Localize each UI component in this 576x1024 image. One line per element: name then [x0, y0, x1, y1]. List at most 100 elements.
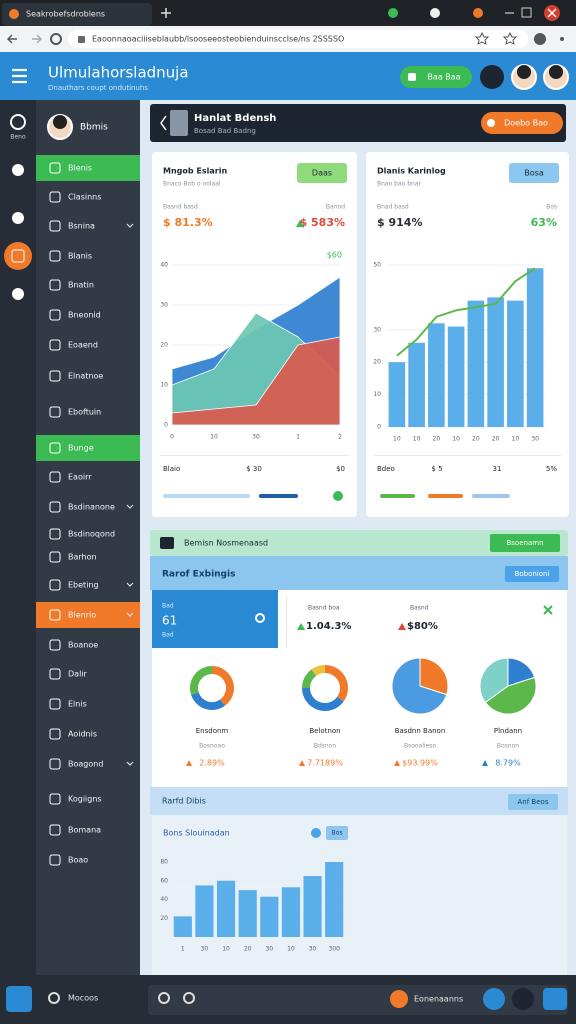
menu-icon — [49, 370, 61, 382]
bottom-icon[interactable] — [48, 992, 60, 1004]
bar — [260, 896, 279, 937]
band-button[interactable] — [505, 566, 559, 582]
bar — [216, 880, 236, 937]
header-icon[interactable] — [480, 65, 504, 89]
hamburger[interactable] — [12, 68, 27, 84]
header-button-icon — [408, 73, 416, 81]
menu-label: Aoidnis — [68, 730, 97, 739]
pie-slice — [391, 657, 448, 715]
donut-slice — [302, 669, 317, 689]
bottom-icon[interactable] — [158, 992, 170, 1004]
card-badge[interactable] — [509, 163, 559, 183]
browser-tab[interactable] — [2, 3, 152, 26]
card-subtitle: Bnaco Bob o oolaal — [163, 181, 221, 188]
header-button[interactable] — [400, 66, 472, 88]
bar — [428, 323, 445, 427]
profile[interactable] — [534, 33, 546, 45]
section-icon — [160, 537, 174, 549]
pie-caption: 7.7189% — [307, 759, 343, 768]
card-footer-text: $0 — [336, 465, 345, 473]
x-tick-label: 1 — [296, 434, 300, 441]
tab-icon-btn[interactable] — [473, 8, 483, 18]
y-tick-label: 10 — [160, 382, 168, 389]
kpi-arrow — [398, 623, 406, 630]
chart-card — [152, 815, 567, 975]
menu-item[interactable] — [36, 691, 140, 717]
menu-label: Blenrio — [68, 611, 96, 620]
progress — [380, 494, 415, 498]
rail-active[interactable] — [4, 242, 32, 270]
section-button[interactable] — [490, 534, 560, 552]
bottom-inner — [148, 985, 568, 1015]
menu-item[interactable] — [36, 661, 140, 687]
menu-label: Bsdinanone — [68, 503, 115, 512]
menu-icon — [49, 309, 61, 321]
menu-item-active[interactable] — [36, 435, 140, 461]
pie-arrow — [482, 760, 488, 766]
stat-value: 63% — [531, 216, 557, 229]
y-tick-label: 20 — [160, 915, 168, 922]
menu-label: Bsdinoqond — [68, 530, 115, 539]
section2-button[interactable] — [508, 794, 558, 810]
pie-slice — [419, 657, 449, 696]
menu-label: Elnis — [68, 700, 87, 709]
section2-title: Rarfd Dibis — [162, 797, 206, 806]
menu-label: Eboftuin — [68, 408, 101, 417]
x-tick-label: 30 — [252, 434, 260, 441]
bottom-icon-dark[interactable] — [512, 988, 534, 1010]
progress — [428, 494, 463, 498]
rail-icon[interactable] — [12, 164, 24, 176]
bottom-icon-blue[interactable] — [483, 988, 505, 1010]
tab-icon — [9, 9, 19, 19]
pie-caption: 8.79% — [495, 759, 521, 768]
x-tick-label: 0 — [170, 434, 174, 441]
y-tick-label: 80 — [160, 859, 168, 866]
nav-back — [7, 34, 17, 44]
card-footer-text: 31 — [493, 465, 502, 473]
menu-item-active[interactable] — [36, 602, 140, 628]
section-title: Bemisn Nosmenaasd — [184, 539, 268, 548]
trend-line — [396, 267, 536, 357]
card-badge[interactable] — [297, 163, 347, 183]
pie-arrow — [186, 760, 192, 766]
rail-label: Beno — [10, 134, 26, 141]
menu-label: Elnatnoe — [68, 372, 103, 381]
rail-icon[interactable] — [12, 212, 24, 224]
pie-arrow — [394, 760, 400, 766]
progress — [472, 494, 510, 498]
card-title: Mngob Eslarin — [163, 167, 227, 176]
progress — [259, 494, 298, 498]
icon-rail — [0, 100, 36, 975]
back-arrow — [160, 115, 167, 131]
donut-slice — [190, 666, 213, 695]
x-tick-label: 10 — [210, 434, 218, 441]
menu-chevron — [126, 223, 134, 228]
y-tick-label: 20 — [373, 359, 381, 366]
rail-icon[interactable] — [12, 288, 24, 300]
chart-badge[interactable] — [326, 826, 348, 840]
x-tick-label: 20 — [244, 946, 252, 953]
page-button[interactable] — [481, 112, 563, 134]
maximize — [521, 7, 532, 18]
card-corner: $60 — [327, 251, 342, 260]
bar — [325, 862, 344, 937]
area — [171, 336, 341, 426]
x-tick-label: 30 — [201, 946, 209, 953]
section2-button-label: Anf Beos — [518, 798, 549, 806]
bottom-home[interactable] — [6, 986, 32, 1012]
tab-icon-btn[interactable] — [430, 8, 440, 18]
menu-label: Boanoe — [68, 641, 98, 650]
url-field[interactable] — [68, 30, 528, 48]
bar — [487, 297, 504, 427]
tab-icon-btn[interactable] — [388, 8, 398, 18]
menu-item-active[interactable] — [36, 155, 140, 181]
x-tick-label: 2 — [338, 434, 342, 441]
bottom-icon[interactable] — [183, 992, 195, 1004]
reload[interactable] — [50, 33, 62, 45]
rail-icon[interactable] — [10, 114, 26, 130]
donut-slice — [311, 665, 326, 677]
bottom-icon-square[interactable] — [543, 988, 567, 1010]
bottom-icon-orange[interactable] — [390, 990, 408, 1008]
menu-dots[interactable] — [560, 37, 564, 41]
menu-label: Bsnina — [68, 222, 95, 231]
